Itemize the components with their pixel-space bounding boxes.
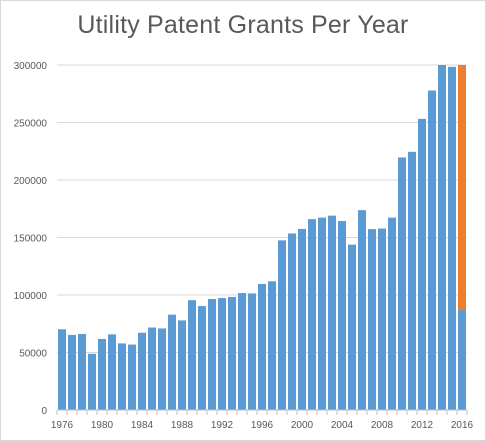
x-tick-label: 1992 <box>211 420 234 431</box>
bar-1987 <box>168 314 176 410</box>
bar-1992 <box>218 297 226 410</box>
bar-1982 <box>118 343 126 410</box>
bar-1983 <box>128 344 136 410</box>
bar-1990 <box>198 306 206 410</box>
bar-2012 <box>418 118 426 410</box>
bar-2010 <box>398 157 406 410</box>
bar-2011 <box>408 151 416 410</box>
x-tick-label: 1980 <box>91 420 114 431</box>
axes <box>56 409 468 415</box>
x-tick-label: 2004 <box>331 420 354 431</box>
bar-1995 <box>248 293 256 410</box>
bar-2016-segment-2 <box>458 65 466 310</box>
bar-1977 <box>68 334 76 410</box>
bar-1997 <box>268 281 276 410</box>
x-tick-label: 2008 <box>371 420 394 431</box>
bar-1981 <box>108 334 116 410</box>
x-tick-label: 1996 <box>251 420 274 431</box>
bar-1988 <box>178 320 186 410</box>
bar-1984 <box>138 332 146 410</box>
bar-1976 <box>58 329 66 410</box>
x-tick-label: 2016 <box>451 420 474 431</box>
bar-2000 <box>298 228 306 410</box>
bar-1994 <box>238 293 246 410</box>
x-tick-label: 1976 <box>51 420 74 431</box>
y-tick-label: 50000 <box>19 349 47 360</box>
bar-2015 <box>448 66 456 410</box>
bar-2009 <box>388 217 396 410</box>
bar-1993 <box>228 296 236 410</box>
bar-1985 <box>148 327 156 410</box>
bar-1986 <box>158 328 166 410</box>
bar-1979 <box>88 353 96 410</box>
x-tick-label: 2012 <box>411 420 434 431</box>
bar-1989 <box>188 300 196 410</box>
bar-1998 <box>278 240 286 410</box>
y-tick-label: 300000 <box>14 61 48 72</box>
bar-1991 <box>208 299 216 410</box>
bar-2014 <box>438 65 446 410</box>
bar-2004 <box>338 221 346 410</box>
x-tick-label: 1984 <box>131 420 154 431</box>
y-tick-label: 150000 <box>14 234 48 245</box>
bar-2002 <box>318 217 326 410</box>
tick-labels: 0 50000 100000 150000 200000 250000 300000 1976… <box>14 61 474 431</box>
bar-2003 <box>328 215 336 410</box>
x-tick-label: 1988 <box>171 420 194 431</box>
y-tick-label: 0 <box>41 406 47 417</box>
chart-title: Utility Patent Grants Per Year <box>77 11 409 39</box>
y-tick-label: 250000 <box>14 119 48 130</box>
x-tick-label: 2000 <box>291 420 314 431</box>
bar-1999 <box>288 233 296 410</box>
y-tick-label: 200000 <box>14 176 48 187</box>
bar-1978 <box>78 333 86 410</box>
bar-2001 <box>308 219 316 410</box>
bar-2008 <box>378 228 386 410</box>
bar-2013 <box>428 90 436 410</box>
bars <box>58 65 466 410</box>
bar-2016 <box>458 309 466 410</box>
bar-1980 <box>98 338 106 410</box>
bar-2006 <box>358 210 366 410</box>
bar-1996 <box>258 283 266 410</box>
y-tick-label: 100000 <box>14 291 48 302</box>
bar-2005 <box>348 244 356 410</box>
bar-2007 <box>368 229 376 410</box>
